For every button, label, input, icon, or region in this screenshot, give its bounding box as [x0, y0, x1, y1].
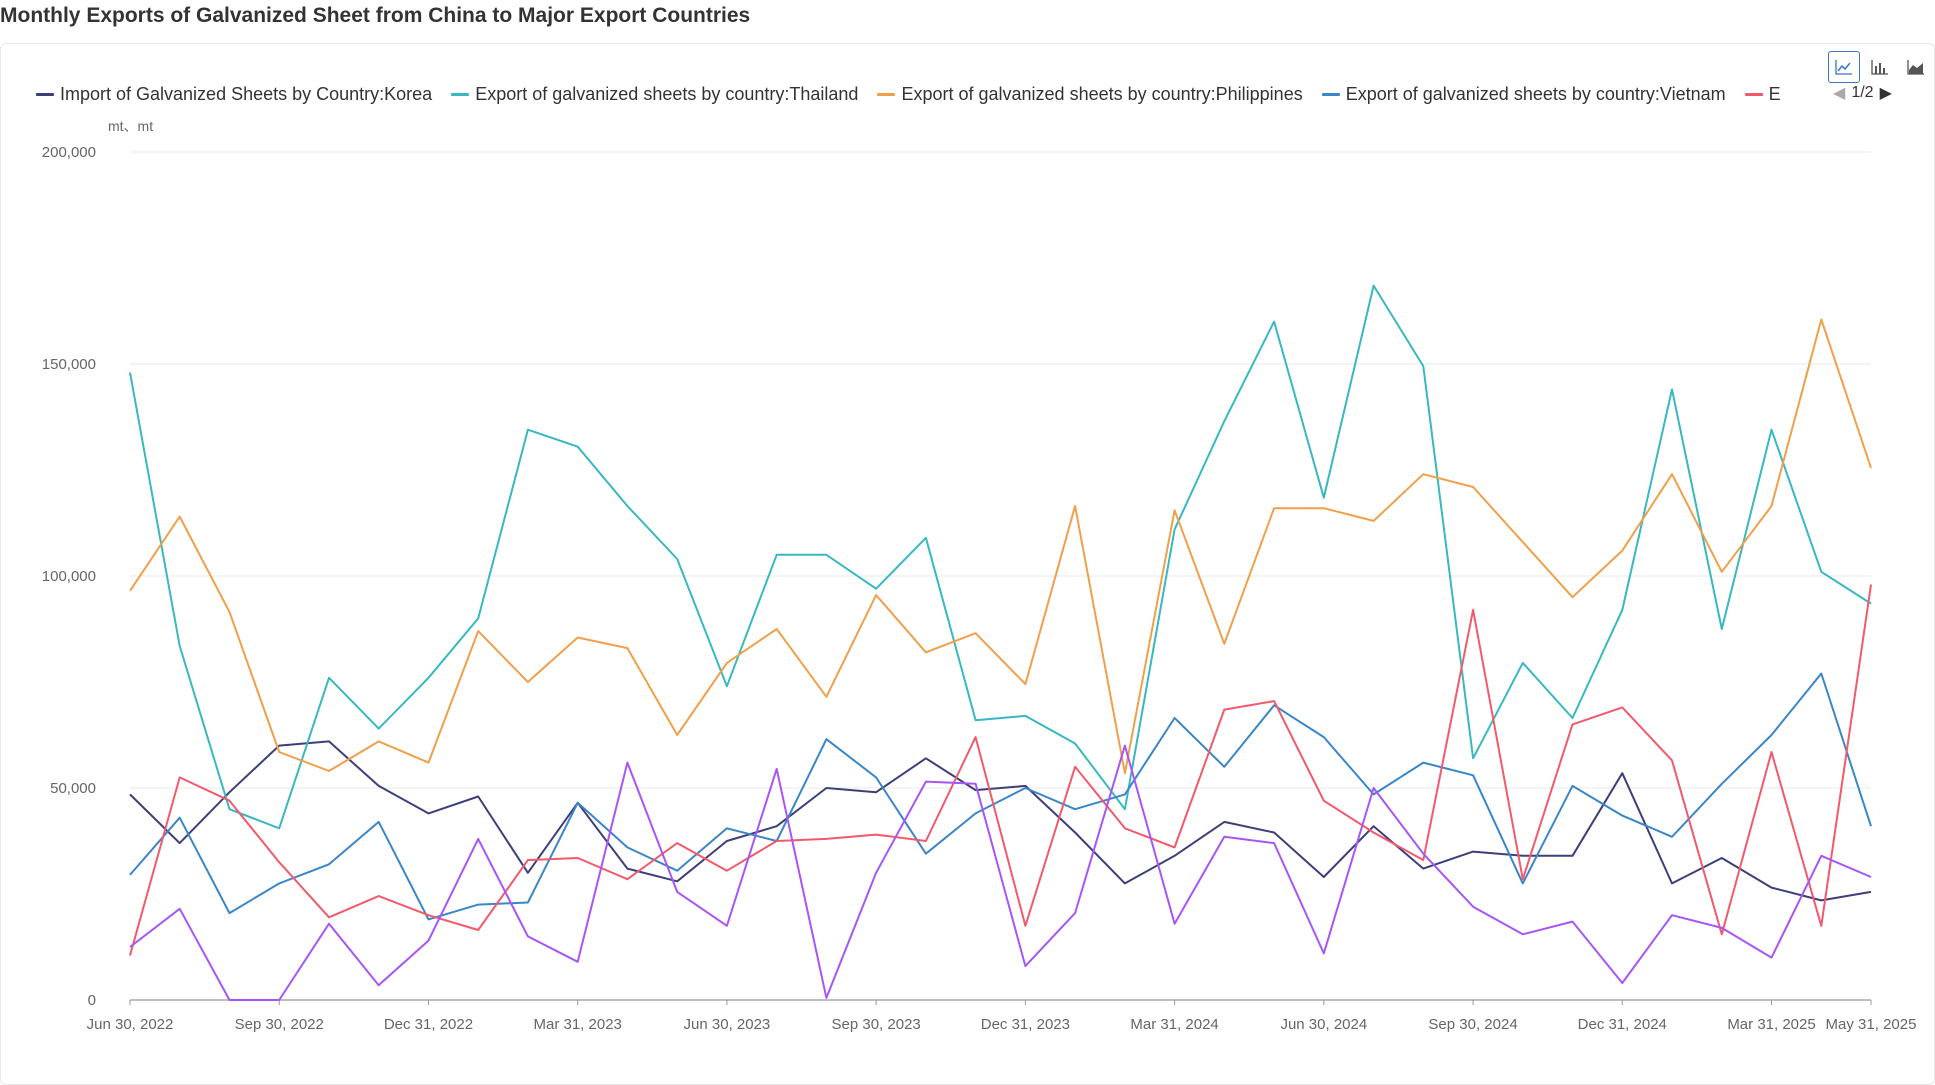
bar-chart-icon [1871, 60, 1888, 75]
y-axis-labels: 0 50,000 100,000 150,000 200,000 [42, 144, 96, 1009]
y-axis-unit-label: mt、mt [108, 118, 153, 134]
area-chart-icon [1907, 60, 1924, 75]
page-title: Monthly Exports of Galvanized Sheet from… [0, 4, 751, 27]
legend-item-thailand[interactable]: Export of galvanized sheets by country:T… [451, 84, 858, 105]
legend-swatch [1321, 93, 1340, 96]
series-line-2 [129, 318, 1872, 775]
legend-item-philippines[interactable]: Export of galvanized sheets by country:P… [877, 84, 1303, 105]
legend-swatch [36, 93, 54, 96]
y-tick-label: 0 [88, 992, 96, 1009]
x-tick-label: Mar 31, 2024 [1130, 1016, 1218, 1033]
legend-pager: ◀ 1/2 ▶ [1833, 80, 1892, 106]
legend-label: E [1768, 84, 1781, 104]
y-tick-label: 150,000 [42, 356, 96, 373]
bar-chart-button[interactable] [1864, 51, 1896, 83]
series-line-0 [129, 740, 1872, 902]
x-tick-label: Mar 31, 2023 [533, 1016, 621, 1033]
legend-item-truncated[interactable]: E [1744, 84, 1781, 105]
legend-label: Export of galvanized sheets by country:P… [901, 84, 1303, 104]
x-axis-labels: Jun 30, 2022 Sep 30, 2022 Dec 31, 2022 Mar … [87, 1000, 1917, 1033]
legend-prev-icon[interactable]: ◀ [1833, 85, 1846, 102]
chart-type-toolbar [1824, 51, 1932, 83]
legend-page-indicator: 1/2 [1851, 84, 1874, 101]
x-tick-label: Sep 30, 2022 [235, 1016, 324, 1033]
series-line-4 [129, 584, 1872, 956]
y-tick-label: 50,000 [50, 780, 96, 797]
series-line-3 [129, 672, 1872, 921]
line-chart-icon [1835, 60, 1852, 75]
x-tick-label: Sep 30, 2023 [832, 1016, 921, 1033]
legend-swatch [451, 93, 470, 96]
x-tick-label: Dec 31, 2024 [1578, 1016, 1667, 1033]
x-tick-label: Jun 30, 2023 [684, 1016, 771, 1033]
y-tick-label: 200,000 [42, 144, 96, 161]
x-tick-label: Mar 31, 2025 [1727, 1016, 1815, 1033]
legend-label: Export of galvanized sheets by country:V… [1345, 84, 1726, 104]
x-tick-label: Dec 31, 2023 [981, 1016, 1070, 1033]
line-chart-button[interactable] [1828, 51, 1860, 83]
legend-swatch [1744, 93, 1763, 96]
series-layer [129, 284, 1872, 1001]
x-tick-label: Jun 30, 2022 [87, 1016, 174, 1033]
legend-label: Export of galvanized sheets by country:T… [475, 84, 859, 104]
chart-legend: Import of Galvanized Sheets by Country:K… [36, 80, 1798, 106]
area-chart-button[interactable] [1900, 51, 1932, 83]
legend-next-icon[interactable]: ▶ [1879, 85, 1892, 102]
x-tick-label: Dec 31, 2022 [384, 1016, 473, 1033]
legend-item-vietnam[interactable]: Export of galvanized sheets by country:V… [1321, 84, 1726, 105]
x-tick-label: Sep 30, 2024 [1428, 1016, 1517, 1033]
y-tick-label: 100,000 [42, 568, 96, 585]
series-line-1 [129, 284, 1872, 830]
series-line-5 [129, 744, 1872, 1001]
legend-item-korea[interactable]: Import of Galvanized Sheets by Country:K… [36, 84, 432, 105]
x-tick-label: May 31, 2025 [1826, 1016, 1917, 1033]
legend-label: Import of Galvanized Sheets by Country:K… [60, 84, 433, 104]
legend-swatch [877, 93, 896, 96]
x-tick-label: Jun 30, 2024 [1280, 1016, 1367, 1033]
